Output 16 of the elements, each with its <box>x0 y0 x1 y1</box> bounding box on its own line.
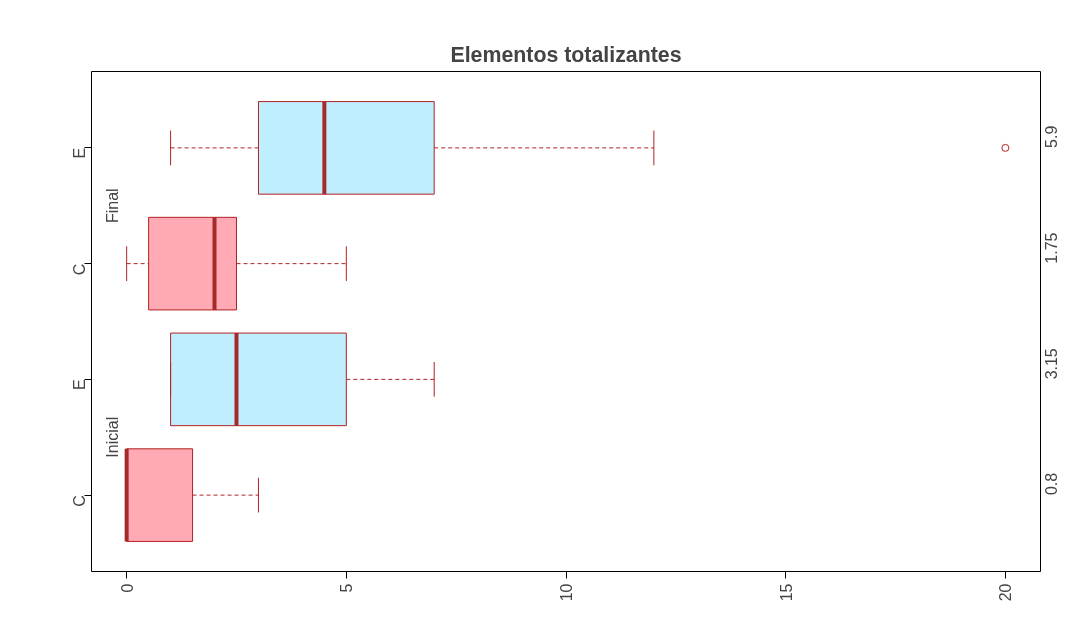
text: 1.75 <box>1043 232 1061 264</box>
text: 0.8 <box>1043 472 1061 496</box>
annotation: Final <box>103 188 121 224</box>
x-tick-label: 15 <box>777 583 795 602</box>
annotation: Inicial <box>103 416 121 458</box>
text: 3.15 <box>1043 348 1061 380</box>
x-tick-label: 10 <box>558 583 575 602</box>
y-tick-label: C <box>71 495 88 507</box>
x-tick-label: 0 <box>118 583 136 593</box>
y-tick-label: E <box>71 147 88 159</box>
y-tick-label: E <box>71 379 88 391</box>
text: 5.9 <box>1043 125 1061 148</box>
x-tick-label: 5 <box>338 583 356 593</box>
x-tick-label: 20 <box>997 583 1015 602</box>
y-tick-label: C <box>71 263 88 276</box>
chart-title: Elementos totalizantes <box>450 42 682 67</box>
